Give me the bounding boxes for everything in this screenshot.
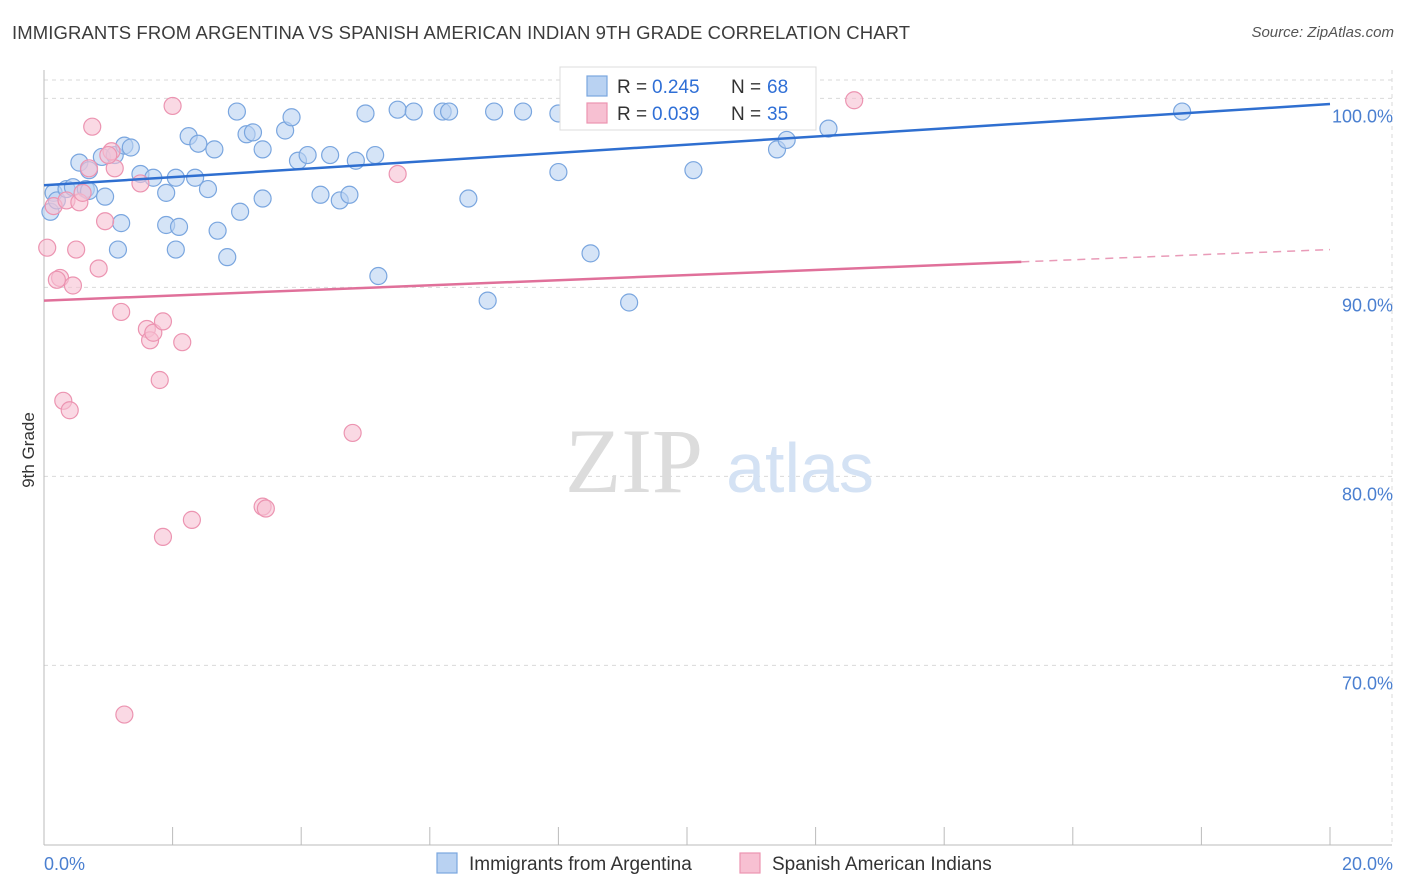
argentina-point [298,145,317,165]
spanish-american-indian-point [343,423,362,443]
argentina-point [218,248,237,267]
series-legend: Immigrants from Argentina Spanish Americ… [436,852,992,875]
watermark-zip: ZIP [565,410,703,512]
argentina-point [404,102,423,121]
spanish-american-indian-point [845,91,864,110]
argentina-point [684,161,703,180]
spanish-american-indian-point [89,259,108,278]
spanish-american-indian-point [47,270,66,289]
argentina-point [513,102,533,121]
legend-swatch-blue [586,75,608,97]
argentina-point [478,291,497,310]
spanish-american-indian-point [63,276,83,295]
argentina-point [231,202,250,221]
y-tick-label: 90.0% [1342,295,1393,315]
chart-source: Source: ZipAtlas.com [1251,24,1394,41]
spanish-american-indian-point [73,183,92,202]
legend-r-label-2: R = [617,104,647,125]
argentina-point [198,179,218,199]
series-legend-label-spanish-american-indians: Spanish American Indians [772,854,992,875]
legend-r-value-1: 0.245 [652,77,700,98]
y-axis-label: 9th Grade [19,412,38,488]
x-tick-label: 20.0% [1342,854,1393,874]
legend-swatch-pink [586,102,608,124]
legend-n-label-1: N = [731,77,761,98]
argentina-point [112,214,131,233]
spanish-american-indian-point [163,96,182,116]
legend-n-value-1: 68 [767,77,788,98]
argentina-point [227,102,246,121]
argentina-point [459,189,478,208]
argentina-point [166,240,185,259]
series-legend-label-argentina: Immigrants from Argentina [469,854,692,875]
spanish-american-indian-point [150,370,169,390]
spanish-american-indian-point [95,212,115,231]
argentina-point [1173,102,1192,121]
trend-layer [43,102,1331,302]
points-layer [38,91,1192,724]
argentina-point [205,140,224,159]
spanish-american-indian-point [173,333,192,352]
argentina-point [121,138,140,157]
argentina-point [485,102,504,121]
argentina-point [340,185,359,204]
y-tick-label: 70.0% [1342,673,1393,693]
argentina-point [321,145,340,165]
spanish-american-indian-point [38,238,57,257]
y-tick-label: 80.0% [1342,484,1393,504]
argentina-point [366,145,385,165]
argentina-trendline [43,102,1331,187]
watermark: ZIP atlas [565,410,874,512]
argentina-point [253,189,272,208]
argentina-point [356,104,375,123]
legend-r-label-1: R = [617,77,647,98]
correlation-legend: R = 0.245 N = 68 R = 0.039 N = 35 [559,66,817,131]
series-legend-swatch-spanish-american-indians [739,852,761,874]
argentina-point [189,134,208,153]
argentina-point [439,102,459,121]
argentina-point [208,221,227,240]
spanish-american-indian-point [112,302,131,322]
spanish-american-indian-point [115,705,134,724]
spanish-american-indian-point [67,240,86,259]
argentina-point [253,140,272,159]
argentina-point [157,183,176,202]
spanish-american-indian-point [388,164,407,184]
argentina-point [108,240,128,259]
spanish-american-indian-point [131,174,150,193]
argentina-point [311,185,330,204]
spanish-american-indian-trendline [43,260,1022,302]
spanish-american-indian-point [60,401,79,420]
argentina-point [388,100,407,119]
y-tick-label: 100.0% [1332,106,1393,126]
grid-layer [44,70,1393,845]
spanish-american-indian-point [99,145,118,165]
argentina-point [581,244,600,263]
legend-r-value-2: 0.039 [652,104,700,125]
spanish-american-indian-point [182,510,201,529]
series-legend-swatch-argentina [436,852,458,874]
argentina-point [282,108,301,127]
argentina-point [620,293,639,312]
argentina-point [243,123,263,142]
x-tick-label: 0.0% [44,854,85,874]
argentina-point [95,187,115,206]
legend-n-label-2: N = [731,104,761,125]
argentina-point [369,266,388,286]
spanish-american-indian-point [79,159,99,178]
argentina-point [186,168,205,187]
legend-n-value-2: 35 [767,104,788,125]
argentina-point [169,217,189,236]
spanish-american-indian-point [153,527,173,546]
spanish-american-indian-point [256,499,275,518]
chart-title: IMMIGRANTS FROM ARGENTINA VS SPANISH AME… [12,22,911,43]
spanish-american-indian-point [83,117,102,136]
spanish-american-indian-point [153,312,173,331]
argentina-point [819,119,838,138]
axis-layer: 100.0% 90.0% 80.0% 70.0% 0.0% 20.0% [43,70,1393,874]
argentina-point [549,162,568,182]
spanish-american-indian-trendline-extension [1021,248,1331,263]
watermark-atlas: atlas [726,429,874,507]
